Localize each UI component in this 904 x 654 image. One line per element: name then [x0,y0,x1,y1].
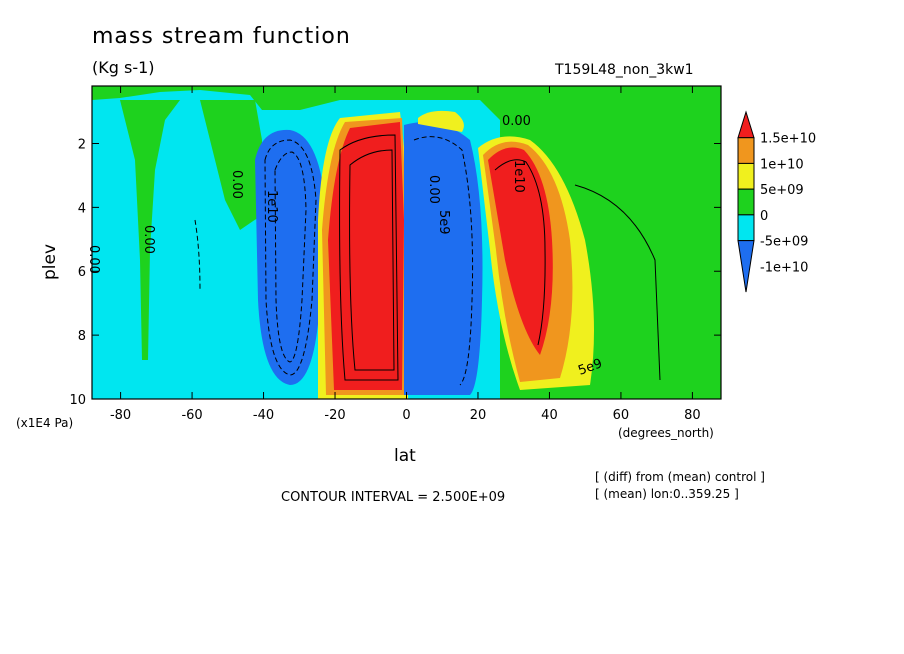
upper-yellow-patch [418,110,464,132]
contour-label: 1e10 [264,190,279,223]
y-unit-label: (x1E4 Pa) [16,416,74,430]
run-label: T159L48_non_3kw1 [555,62,694,78]
x-tick-label: -80 [110,408,131,423]
contour-fill-layer [92,86,721,399]
y-tick-label: 6 [78,265,86,280]
colorbar-top-arrow [737,110,755,139]
y-tick-label: 2 [78,137,86,152]
y-tick-label: 4 [78,201,86,216]
x-tick-label: 20 [470,408,487,423]
equatorial-positive-core [328,122,404,390]
colorbar-level-label: 0 [760,209,768,224]
colorbar-level-label: 1.5e+10 [760,132,816,147]
south-negative-cell [255,129,325,385]
x-tick-label: 40 [541,408,558,423]
units-label: (Kg s-1) [92,58,155,77]
y-tick-label: 10 [69,393,86,408]
positive-contours [339,134,661,381]
x-tick-label: 60 [613,408,630,423]
x-tick-label: 0 [402,408,410,423]
colorbar-level-label: 5e+09 [760,183,804,198]
x-tick-label: -60 [181,408,202,423]
field-green-tongue-mid [200,100,262,230]
x-axis-label: lat [394,446,416,466]
y-axis-label: plev [40,243,60,280]
field-green-tongue-west [120,100,180,360]
negative-contours [194,136,474,386]
x-unit-label: (degrees_north) [618,426,714,440]
chart-title: mass stream function [92,24,351,49]
contour-label: 0.00 [141,225,156,254]
diff-note: [ (diff) from (mean) control ] [595,470,765,484]
colorbar-level-label: 1e+10 [760,157,804,172]
x-tick-label: 80 [684,408,701,423]
colorbar-level-label: -5e+09 [760,235,808,250]
mean-note: [ (mean) lon:0..359.25 ] [595,487,739,501]
contour-label: 5e9 [436,210,451,235]
colorbar-segment [737,162,755,190]
contour-label: 1e10 [511,160,526,193]
contour-label: 0.00 [502,114,531,129]
colorbar-level-label: -1e+10 [760,260,808,275]
colorbar-bottom-arrow [737,240,755,293]
colorbar-segment [737,188,755,216]
contour-label: 0.00 [426,175,441,204]
contour-label: 0.00 [86,245,101,274]
colorbar-segment [737,137,755,164]
y-tick-label: 8 [78,329,86,344]
colorbar: 1.5e+10 1e+10 5e+09 0 -5e+09 -1e+10 [737,110,816,293]
equatorial-negative-cell [404,122,483,396]
axis-layer: -80 -60 -40 -20 0 20 40 60 80 2 4 6 8 10 [69,86,721,423]
contour-interval-text: CONTOUR INTERVAL = 2.500E+09 [281,490,506,505]
x-tick-label: -20 [324,408,345,423]
x-tick-label: -40 [253,408,274,423]
north-positive-core [488,147,553,355]
contour-label: 0.00 [229,170,244,199]
colorbar-segment [737,214,755,242]
